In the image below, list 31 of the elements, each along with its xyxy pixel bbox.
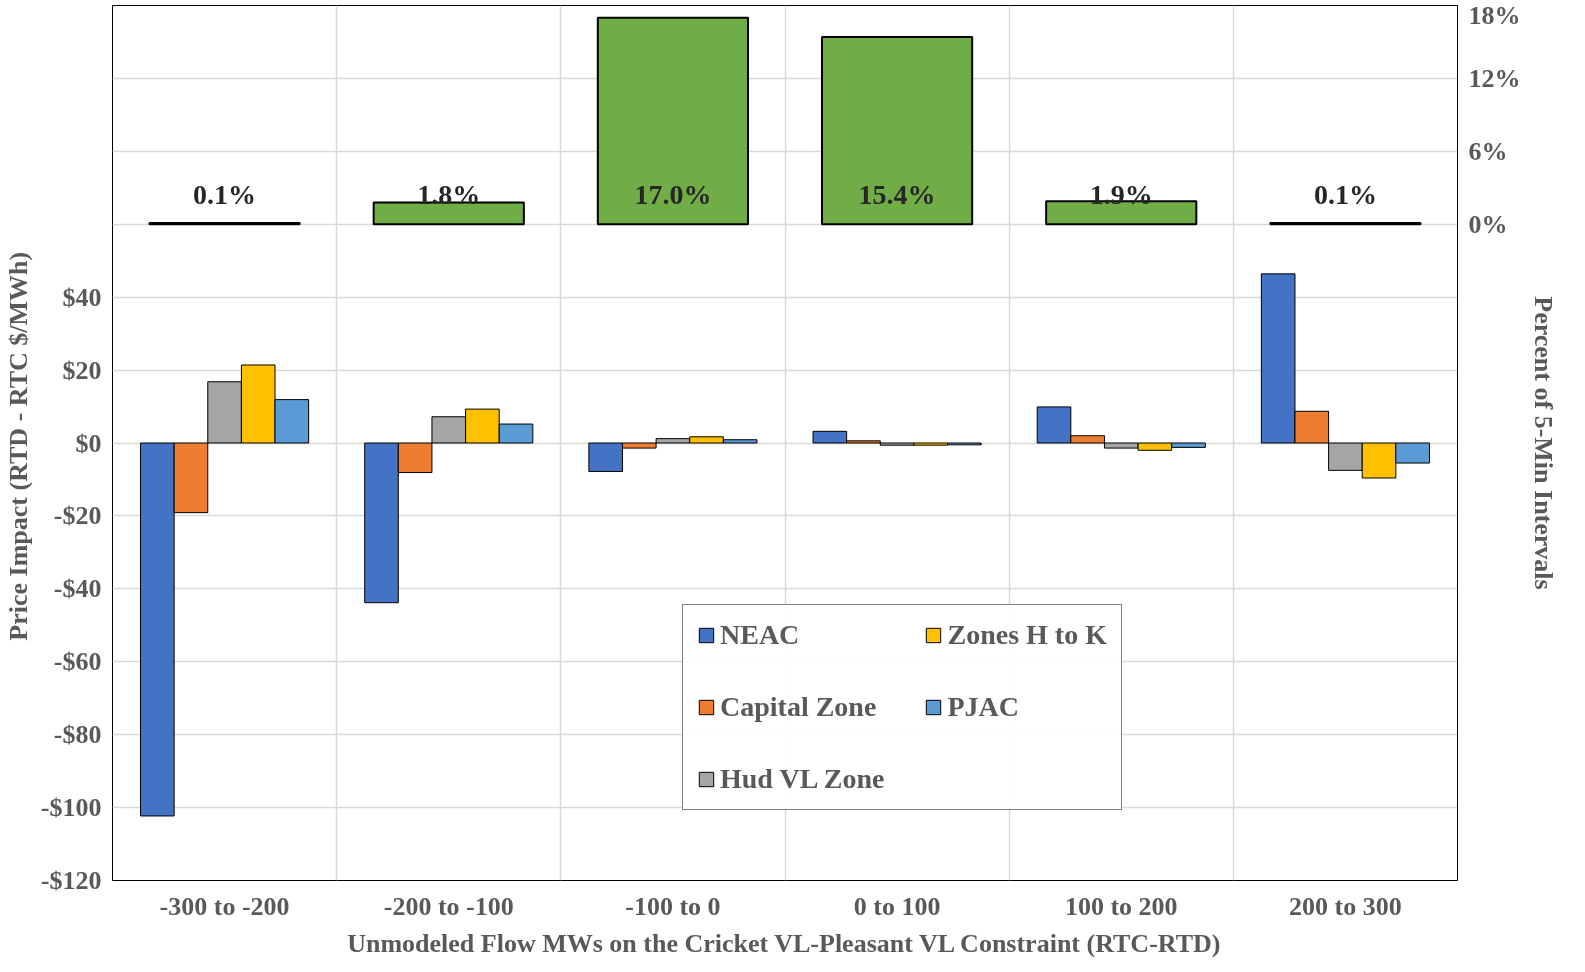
y2-axis-title: Percent of 5-Min Intervals <box>1528 296 1558 590</box>
y-tick-label: -$80 <box>53 720 102 750</box>
x-tick-label: 0 to 100 <box>853 891 941 921</box>
x-tick-label: -300 to -200 <box>159 891 290 921</box>
y-tick-label: -$20 <box>53 501 102 531</box>
data-label: 0.1% <box>193 179 257 211</box>
data-label: 0.1% <box>1313 179 1377 211</box>
x-tick-label: -100 to 0 <box>625 891 721 921</box>
legend-label: Zones H to K <box>947 619 1107 651</box>
x-tick-label: 200 to 300 <box>1289 891 1402 921</box>
y-tick-label: $0 <box>75 428 102 458</box>
y2-tick-label: 6% <box>1468 136 1508 166</box>
y-tick-label: $40 <box>62 282 102 312</box>
legend-label: Capital Zone <box>720 691 877 723</box>
x-axis-title: Unmodeled Flow MWs on the Cricket VL-Pleasant VL Constraint (RTC-RTD) <box>347 928 1221 958</box>
y-tick-label: -$120 <box>40 866 102 895</box>
y-axis-title: Price Impact (RTD - RTC $/MWh) <box>3 251 33 641</box>
data-label: 15.4% <box>858 179 936 211</box>
data-label: 17.0% <box>634 179 712 211</box>
y-tick-label: -$40 <box>53 574 102 604</box>
x-tick-label: -200 to -100 <box>383 891 514 921</box>
x-tick-label: 100 to 200 <box>1064 891 1178 921</box>
y-tick-label: -$100 <box>40 793 102 823</box>
y2-tick-label: 12% <box>1468 63 1521 93</box>
legend-label: NEAC <box>720 619 800 651</box>
legend-label: Hud VL Zone <box>720 763 885 795</box>
y2-tick-label: 18% <box>1468 0 1521 30</box>
y-tick-label: $20 <box>62 355 102 385</box>
y2-tick-label: 0% <box>1468 209 1508 239</box>
y-tick-label: -$60 <box>53 647 102 677</box>
legend-label: PJAC <box>947 691 1019 723</box>
